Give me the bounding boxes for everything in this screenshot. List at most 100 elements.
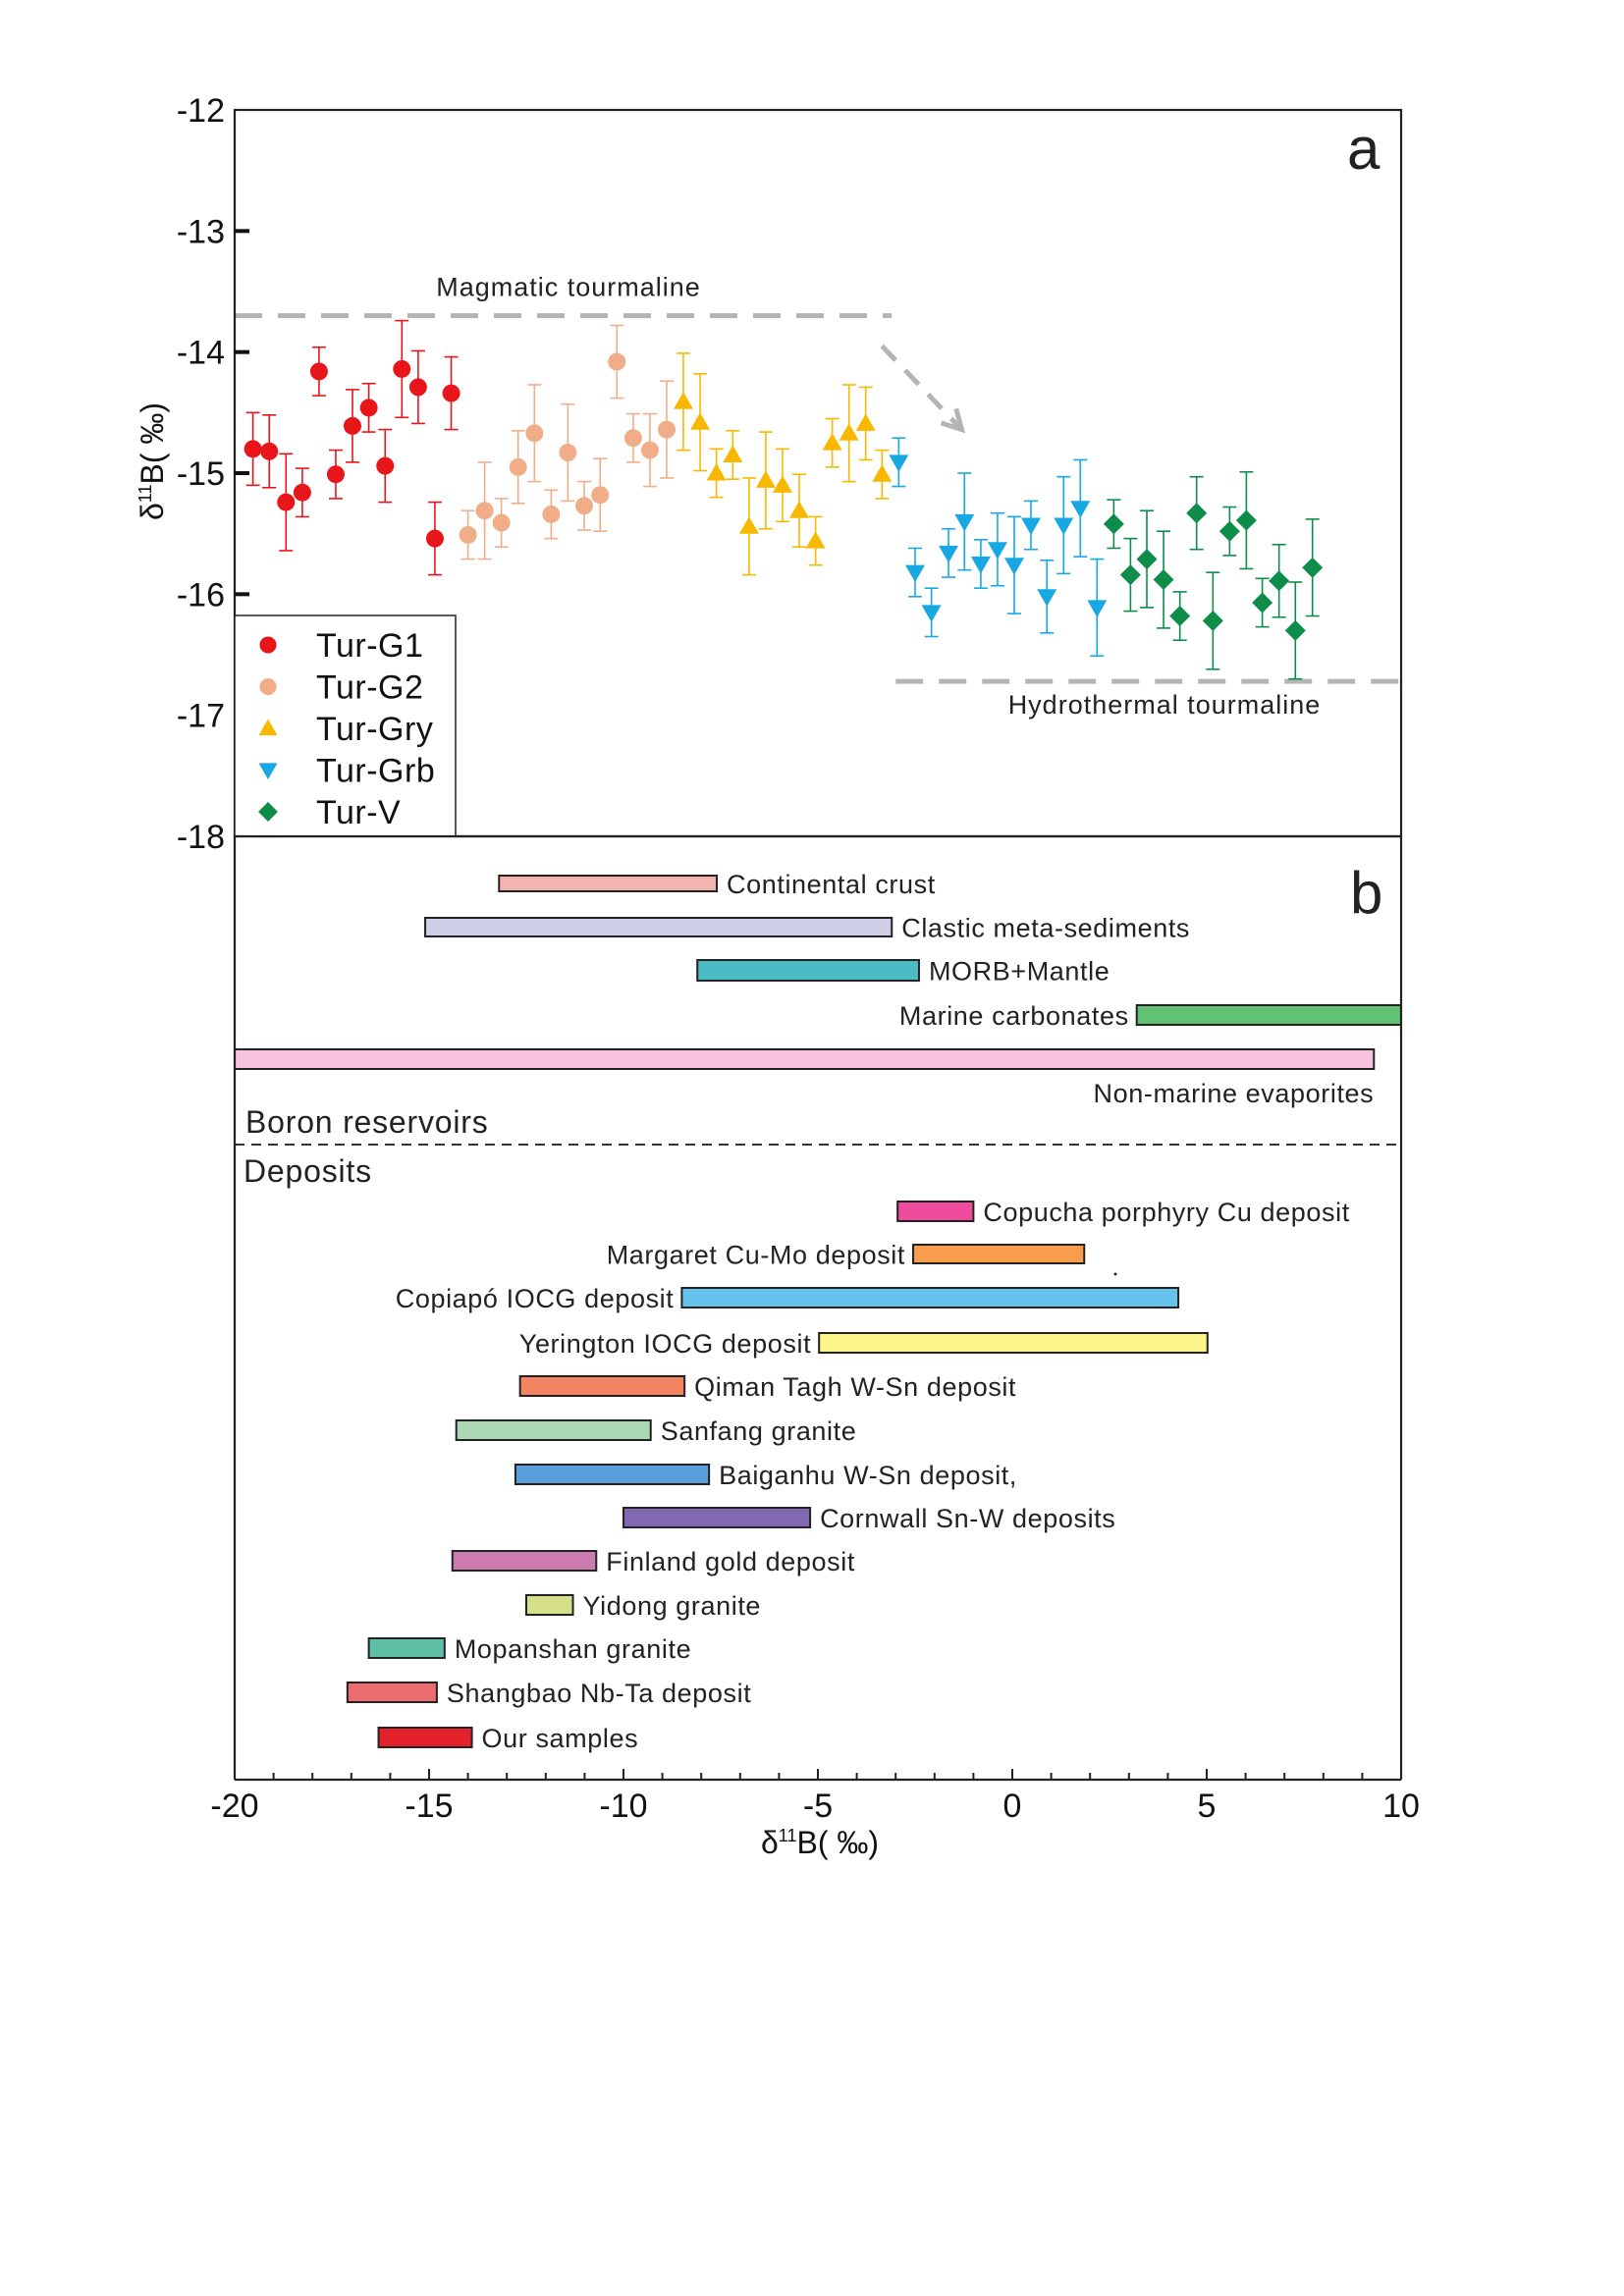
legend-marker (259, 636, 277, 654)
range-bar (623, 1507, 812, 1528)
legend-label: Tur-G2 (316, 669, 423, 707)
legend-label: Tur-Gry (316, 711, 433, 748)
data-point (1186, 503, 1208, 524)
x-tick-label: 5 (1198, 1788, 1217, 1825)
range-bar (424, 917, 893, 937)
data-point (492, 513, 511, 532)
data-point (657, 420, 676, 439)
panel-label-a: a (1347, 116, 1380, 182)
range-bar-our-samples: Our samples (377, 1724, 638, 1753)
range-bar-label: MORB+Mantle (929, 957, 1110, 987)
data-point (987, 542, 1007, 560)
data-point (1037, 589, 1057, 607)
legend-item-tur-g1: Tur-G1 (259, 627, 423, 665)
data-point (244, 440, 262, 458)
x-tick-label: -5 (803, 1788, 833, 1825)
x-tick-label: -10 (599, 1788, 647, 1825)
range-bar (525, 1594, 574, 1616)
data-point (788, 501, 809, 518)
range-bar-mopanshan-granite: Mopanshan granite (367, 1634, 691, 1664)
x-axis-title-sup: 11 (779, 1826, 797, 1845)
data-point (1021, 517, 1042, 536)
range-bar (896, 1201, 975, 1222)
data-point (706, 463, 727, 481)
range-bar (367, 1637, 446, 1659)
reference-line-label: Hydrothermal tourmaline (1008, 690, 1322, 720)
data-point (293, 483, 311, 502)
y-axis-title-rest: B( ‰) (135, 402, 170, 485)
legend-label: Tur-Grb (316, 753, 435, 790)
range-bar-label: Clastic meta-sediments (901, 914, 1190, 943)
series-tur-grb (889, 437, 1108, 658)
legend-marker (258, 802, 278, 822)
legend-marker (258, 763, 278, 779)
range-bar-baiganhu-w-sn-deposit: Baiganhu W-Sn deposit, (514, 1461, 1016, 1490)
data-point (591, 486, 610, 505)
data-point (442, 384, 460, 402)
range-bar (514, 1464, 711, 1485)
y-axis-title-delta: δ (135, 503, 170, 520)
data-point (393, 359, 411, 378)
range-bar-label: Sanfang granite (661, 1416, 857, 1446)
data-point (1054, 517, 1074, 536)
data-point (359, 399, 378, 417)
range-bar-clastic-meta-sediments: Clastic meta-sediments (424, 914, 1190, 943)
data-point (822, 433, 842, 451)
data-point (1003, 558, 1024, 575)
data-point (1070, 501, 1091, 518)
svg-text:δ11B( ‰): δ11B( ‰) (135, 402, 170, 520)
panel-a-axes: -12 -13 -14 -15 -16 -17 -18 (177, 92, 1403, 856)
legend-item-tur-v: Tur-V (258, 794, 401, 831)
range-bar-label: Qiman Tagh W-Sn deposit (694, 1372, 1016, 1402)
data-point (475, 502, 494, 520)
data-point (970, 557, 991, 574)
range-bar-shangbao-nb-ta-deposit: Shangbao Nb-Ta deposit (346, 1679, 751, 1708)
range-bar-label: Shangbao Nb-Ta deposit (447, 1679, 751, 1708)
data-point (1284, 619, 1306, 641)
x-tick-label: 10 (1382, 1788, 1420, 1825)
legend-label: Tur-G1 (316, 627, 423, 665)
data-point (1119, 564, 1141, 586)
data-point (1136, 549, 1158, 570)
range-bar-qiman-tagh-w-sn-deposit: Qiman Tagh W-Sn deposit (518, 1372, 1016, 1402)
range-bar-label: Finland gold deposit (606, 1547, 855, 1576)
y-tick-label: -16 (177, 576, 225, 614)
y-tick-label: -14 (177, 335, 225, 372)
y-tick-label: -13 (177, 213, 225, 250)
data-point (509, 457, 527, 476)
x-tick-label: -15 (405, 1788, 453, 1825)
legend-item-tur-gry: Tur-Gry (258, 711, 433, 748)
y-tick-label: -18 (177, 819, 225, 856)
x-axis-title-rest: B( ‰) (796, 1825, 879, 1860)
range-bar-marine-carbonates: Marine carbonates (899, 1001, 1402, 1031)
y-axis-title-sup: 11 (135, 485, 155, 504)
data-point (575, 497, 594, 515)
range-bar-finland-gold-deposit: Finland gold deposit (451, 1547, 855, 1576)
panel-a-reference-lines: Magmatic tourmaline Hydrothermal tourmali… (235, 273, 1401, 720)
data-point (260, 442, 279, 460)
data-point (755, 470, 776, 488)
y-tick-label: -12 (177, 92, 225, 130)
data-point (326, 465, 345, 484)
range-bar-yerington-iocg-deposit: Yerington IOCG deposit (519, 1329, 1209, 1359)
data-point (459, 525, 477, 544)
reference-line-label: Magmatic tourmaline (436, 273, 701, 302)
data-point (921, 605, 942, 622)
legend-marker (258, 719, 278, 736)
range-bar (451, 1550, 598, 1572)
y-tick-label: -15 (177, 455, 225, 493)
panel-a-series (244, 319, 1324, 680)
section-title-deposits: Deposits (244, 1153, 372, 1189)
range-bar-morb-mantle: MORB+Mantle (696, 957, 1110, 987)
range-bar-label: Margaret Cu-Mo deposit (607, 1241, 905, 1270)
data-point (772, 475, 792, 493)
data-point (805, 531, 826, 549)
trend-arrow-head (940, 407, 966, 434)
section-title-boron-reservoirs: Boron reservoirs (245, 1104, 489, 1140)
range-bar (455, 1419, 652, 1441)
data-point (954, 513, 975, 532)
data-point (1218, 520, 1240, 542)
range-bar-label: Mopanshan granite (455, 1634, 691, 1664)
range-bar-yidong-granite: Yidong granite (525, 1591, 760, 1621)
